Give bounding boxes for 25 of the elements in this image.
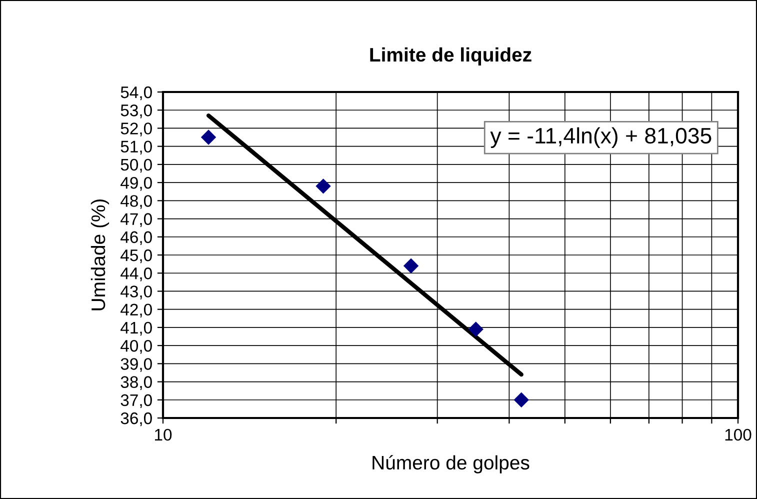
y-tick-label: 48,0 [120, 195, 152, 209]
y-tick-label: 45,0 [120, 249, 152, 264]
chart-title: Limite de liquidez [370, 47, 532, 66]
y-tick-label: 46,0 [120, 231, 152, 246]
y-tick-label: 36,0 [120, 412, 152, 426]
x-tick-label: 100 [725, 428, 752, 441]
y-tick-label: 54,0 [120, 86, 152, 100]
y-tick-label: 37,0 [120, 394, 152, 408]
x-tick-label: 10 [155, 428, 172, 441]
y-tick-label: 51,0 [120, 140, 152, 155]
y-tick-label: 49,0 [120, 176, 152, 191]
y-axis-title: Umidade (%) [90, 199, 110, 310]
y-tick-label: 39,0 [120, 358, 152, 372]
y-tick-label: 47,0 [120, 213, 152, 227]
y-tick-label: 44,0 [120, 268, 152, 282]
y-tick-label: 43,0 [120, 286, 152, 300]
x-axis-title: Número de golpes [372, 455, 530, 474]
annotation: y = -11,4ln(x) + 81,035 [490, 127, 712, 148]
y-tick-label: 38,0 [120, 376, 152, 390]
y-tick-label: 40,0 [120, 340, 152, 354]
y-tick-label: 50,0 [120, 158, 152, 173]
y-tick-label: 41,0 [120, 322, 152, 336]
y-tick-label: 53,0 [120, 104, 152, 118]
y-tick-label: 42,0 [120, 304, 152, 318]
y-tick-label: 52,0 [120, 122, 152, 136]
